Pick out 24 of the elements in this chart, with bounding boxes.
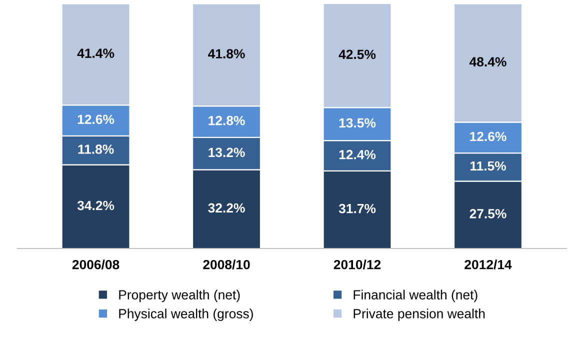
- data-label: 12.4%: [339, 150, 376, 160]
- data-label: 12.8%: [208, 116, 245, 126]
- data-label: 48.4%: [469, 57, 506, 67]
- data-label: 41.8%: [208, 49, 245, 58]
- legend-label: Physical wealth (gross): [119, 308, 253, 321]
- x-tick-label: 2006/08: [72, 260, 120, 270]
- x-tick-label: 2010/12: [334, 260, 381, 270]
- data-label: 11.5%: [470, 161, 506, 171]
- legend-label: Private pension wealth: [354, 308, 485, 321]
- data-label: 27.5%: [470, 209, 506, 218]
- data-label: 31.7%: [338, 204, 376, 214]
- data-label: 13.5%: [339, 118, 376, 128]
- data-label: 12.6%: [78, 114, 114, 124]
- x-tick-label: 2012/14: [464, 260, 512, 270]
- legend-label: Property wealth (net): [119, 290, 240, 302]
- data-label: 34.2%: [77, 200, 114, 210]
- legend-label: Financial wealth (net): [354, 290, 478, 302]
- data-label: 11.8%: [78, 144, 114, 154]
- x-tick-label: 2008/10: [203, 260, 250, 270]
- data-label: 42.5%: [338, 50, 376, 60]
- data-label: 12.6%: [470, 132, 506, 142]
- data-label: 32.2%: [208, 203, 245, 213]
- data-label: 13.2%: [208, 148, 245, 158]
- data-label: 41.4%: [77, 48, 114, 58]
